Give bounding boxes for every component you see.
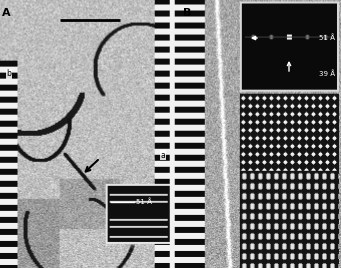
Text: B: B — [183, 8, 191, 18]
Text: 51 Å: 51 Å — [319, 35, 335, 41]
Text: A: A — [2, 8, 11, 18]
Text: b: b — [6, 69, 12, 79]
Text: 39 Å: 39 Å — [319, 71, 335, 77]
Text: a: a — [161, 150, 165, 160]
Text: 51 Å: 51 Å — [136, 199, 152, 205]
